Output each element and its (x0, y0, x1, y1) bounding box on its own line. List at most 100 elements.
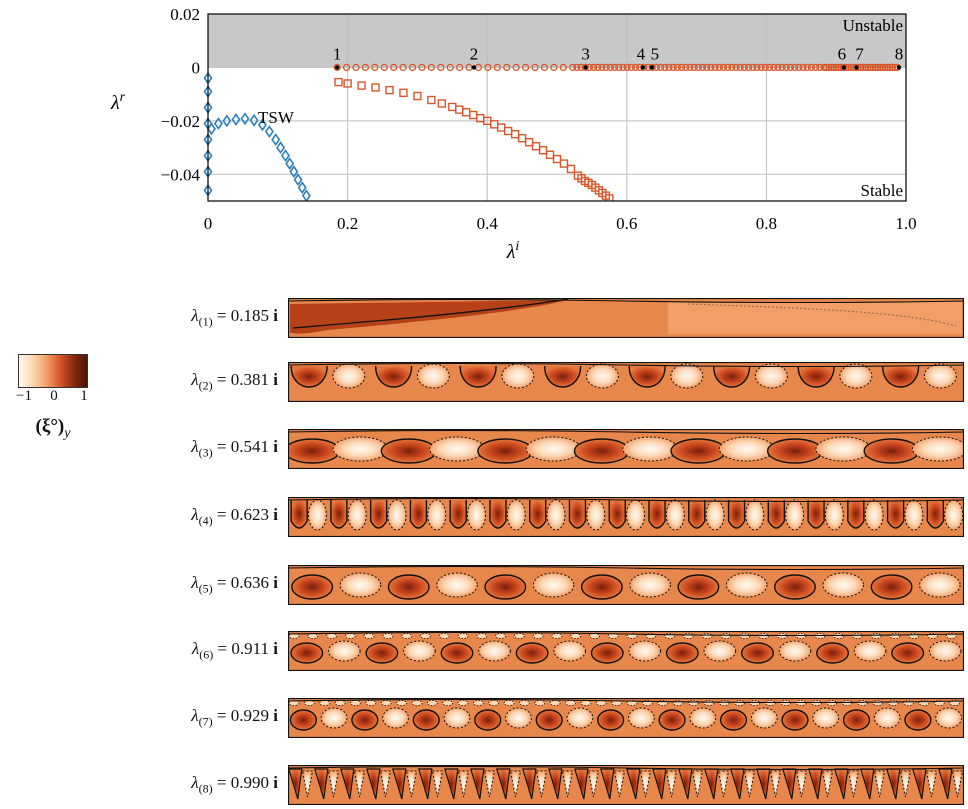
spectrum-chart: 0 0.2 0.4 0.6 0.8 1.0 0.02 0 −0.02 −0.04 λi λr Unsta… (110, 5, 917, 263)
mode-lobe-negative (403, 640, 436, 662)
mode-lobe-negative (561, 770, 574, 798)
mode-surface-lobe (703, 700, 715, 706)
mode-lobe-positive (847, 500, 865, 529)
neutral-mode-point (569, 63, 577, 72)
mode-surface-lobe (363, 633, 375, 639)
mode-surface-lobe (739, 633, 751, 639)
tsw-point (293, 173, 303, 187)
mode-surface-lobe (688, 700, 699, 706)
mode-surface-lobe (701, 633, 713, 639)
mode-lobe-positive (449, 500, 467, 529)
stable-branch-point (559, 159, 569, 168)
neutral-mode-point (707, 63, 715, 72)
neutral-mode-point (399, 63, 407, 72)
mode-lobe-negative (670, 363, 704, 389)
mode-lobe-negative (904, 499, 924, 531)
mode-lobe-negative (935, 707, 963, 729)
mode-lobe-positive (484, 574, 527, 600)
lambda-symbol: λ (191, 370, 199, 389)
mode-lobe-negative (822, 572, 865, 598)
tsw-point (264, 125, 274, 138)
mode-marker-label: 6 (838, 44, 847, 63)
mode-marker-label: 7 (855, 44, 864, 63)
mode-lobe-positive (886, 500, 905, 529)
mode-lobe-negative (639, 770, 652, 798)
mode-surface-lobe (288, 633, 300, 639)
mode-surface-lobe (382, 633, 394, 639)
tsw-point (213, 117, 223, 130)
neutral-mode-point (744, 63, 753, 72)
mode-lobe-negative (665, 499, 685, 531)
mode-lobe-negative (750, 707, 778, 729)
mode-surface-lobe (472, 700, 484, 706)
mode-surface-lobe (826, 700, 838, 706)
neutral-mode-point (598, 63, 606, 72)
mode-marker-dot (854, 65, 859, 70)
neutral-mode-point (778, 63, 786, 72)
mode-lobe-positive (365, 642, 399, 664)
tsw-point (222, 114, 232, 128)
mode-lobe-negative (443, 707, 471, 729)
mode-index: (8) (198, 781, 213, 796)
mode-lobe-negative (928, 640, 962, 662)
lambda-symbol: λ (191, 639, 200, 658)
mode-eigenvalue-label: λ(4) = 0.623 i (191, 505, 278, 528)
neutral-mode-point (665, 63, 673, 72)
mode-lobe-positive (374, 365, 413, 388)
mode-lobe-positive (339, 768, 355, 800)
neutral-mode-point (673, 63, 682, 72)
mode-surface-lobe (365, 700, 377, 706)
mode-lobe-positive (573, 768, 589, 800)
neutral-mode-point (886, 63, 894, 72)
stable-branch-point (545, 150, 555, 159)
neutral-mode-point (589, 63, 598, 72)
x-tick-label: 1.0 (895, 214, 916, 233)
mode-field-strip (288, 698, 964, 738)
mode-value: = 0.636 (212, 573, 274, 592)
mode-lobe-negative (795, 770, 808, 798)
neutral-mode-point (820, 63, 828, 72)
neutral-mode-point (874, 63, 882, 72)
mode-unit: i (273, 505, 278, 524)
mode-row: λ(5) = 0.636 i (0, 565, 968, 605)
mode-lobe-negative (466, 499, 486, 531)
x-axis-label: λi (506, 239, 520, 263)
mode-free-surface (288, 698, 964, 704)
mode-row: λ(2) = 0.381 i (0, 362, 968, 402)
mode-lobe-positive (529, 500, 547, 529)
mode-surface-lobe (319, 700, 331, 706)
mode-surface-lobe (626, 633, 638, 639)
stable-branch-point (489, 120, 499, 129)
mode-index: (3) (198, 445, 213, 460)
mode-surface-lobe (595, 700, 607, 706)
mode-lobe-negative (691, 770, 704, 798)
mode-surface-lobe (396, 700, 407, 706)
neutral-mode-point (594, 63, 602, 72)
mode-lobe-positive (495, 768, 511, 800)
mode-surface-lobe (534, 700, 546, 706)
mode-lobe-negative (839, 363, 873, 389)
mode-lobe-negative (628, 640, 662, 662)
neutral-mode-point (786, 63, 795, 72)
mode-eigenvalue-label: λ(6) = 0.911 i (192, 639, 278, 662)
mode-lobe-negative (745, 499, 765, 531)
mode-surface-lobe (495, 633, 506, 639)
mode-lobe-positive (291, 574, 334, 600)
neutral-mode-point (871, 63, 879, 72)
mode-marker-label: 4 (637, 44, 646, 63)
neutral-mode-point (878, 63, 887, 72)
mode-row: λ(7) = 0.929 i (0, 698, 968, 738)
mode-unit: i (273, 773, 278, 792)
neutral-mode-point (749, 63, 757, 72)
mode-lobe-negative (387, 499, 407, 531)
mode-value: = 0.541 (212, 437, 274, 456)
mode-surface-lobe (570, 633, 582, 639)
neutral-mode-point (455, 63, 464, 72)
colorbar-subscript: y (64, 425, 71, 441)
mode-eigenvalue-label: λ(1) = 0.185 i (191, 306, 278, 329)
mode-lobe-positive (816, 642, 850, 664)
y-tick-label: −0.04 (161, 165, 201, 184)
mode-lobe-negative (405, 770, 418, 798)
mode-lobe-positive (870, 574, 913, 600)
mode-lobe-positive (740, 642, 774, 664)
